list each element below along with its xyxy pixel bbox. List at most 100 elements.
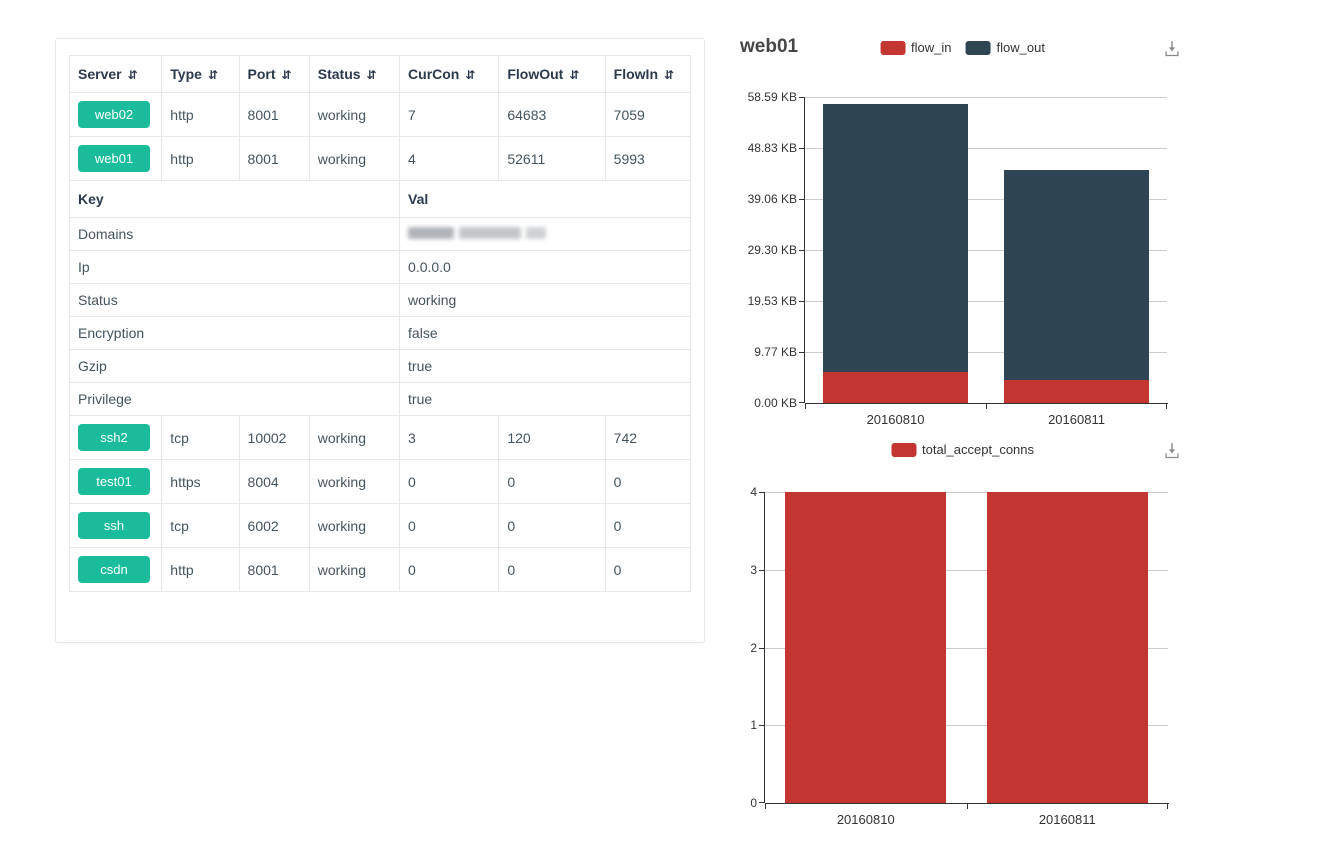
y-axis-label: 58.59 KB [747, 90, 797, 104]
y-axis-tick [799, 352, 804, 353]
sort-icon: ⇵ [366, 68, 377, 82]
y-axis-label: 4 [750, 485, 757, 499]
table-header-row: Server ⇵ Type ⇵ Port ⇵ Status ⇵ CurCon ⇵ FlowOut ⇵ F… [68, 55, 692, 93]
cell-type: tcp [161, 415, 240, 460]
column-header-label: Port [247, 66, 276, 82]
server-badge[interactable]: csdn [78, 556, 150, 583]
y-axis-label: 48.83 KB [747, 141, 797, 155]
kv-header-row: Key Val [68, 180, 691, 218]
column-header-type[interactable]: Type ⇵ [161, 55, 240, 93]
y-axis-line [804, 97, 805, 403]
gridline [765, 492, 1168, 493]
column-header-port[interactable]: Port ⇵ [238, 55, 310, 93]
x-axis-tick [966, 804, 968, 809]
y-axis-label: 29.30 KB [747, 243, 797, 257]
legend-item-flow_out[interactable]: flow_out [965, 40, 1045, 55]
y-axis-tick [799, 199, 804, 200]
cell-flowout: 120 [498, 415, 606, 460]
cell-flowout: 64683 [498, 92, 606, 137]
legend-label: flow_in [911, 40, 952, 55]
y-axis-tick [759, 647, 764, 649]
cell-type: http [161, 92, 240, 137]
legend-item-flow_in[interactable]: flow_in [880, 40, 952, 55]
x-axis-label: 20160810 [866, 412, 925, 427]
y-axis-tick [799, 301, 804, 302]
cell-status: working [308, 547, 401, 592]
cell-server: test01 [68, 459, 163, 504]
server-badge[interactable]: web01 [78, 145, 150, 172]
column-header-label: Type [170, 66, 202, 82]
server-badge[interactable]: test01 [78, 468, 150, 495]
cell-server: web01 [68, 136, 163, 181]
legend-swatch [880, 40, 906, 55]
kv-val: working [399, 283, 691, 317]
chart-legend: total_accept_conns [890, 442, 1034, 457]
sort-icon: ⇵ [281, 68, 292, 82]
download-icon[interactable] [1161, 440, 1183, 462]
y-axis-tick [799, 148, 804, 149]
masked-value [408, 227, 547, 239]
cell-port: 8001 [238, 547, 310, 592]
gridline [805, 250, 1167, 251]
y-axis-label: 39.06 KB [747, 192, 797, 206]
kv-row-domains: Domains [68, 217, 691, 251]
cell-flowin: 0 [604, 459, 692, 504]
server-badge[interactable]: web02 [78, 101, 150, 128]
cell-status: working [308, 459, 401, 504]
cell-port: 8001 [238, 136, 310, 181]
kv-header-key: Key [68, 180, 401, 218]
sort-icon: ⇵ [664, 68, 674, 82]
cell-curcon: 0 [399, 547, 500, 592]
y-axis-tick [759, 802, 764, 803]
cell-flowin: 742 [604, 415, 692, 460]
server-badge[interactable]: ssh2 [78, 424, 150, 451]
x-axis-line [765, 803, 1169, 804]
kv-key: Encryption [68, 316, 401, 350]
column-header-label: CurCon [408, 66, 460, 82]
kv-key: Privilege [68, 382, 401, 416]
column-header-label: FlowOut [507, 66, 564, 82]
column-header-label: FlowIn [613, 66, 658, 82]
gridline [805, 97, 1167, 98]
cell-curcon: 0 [399, 503, 500, 548]
server-row-web01: web01 http 8001 working 4 52611 5993 [68, 136, 692, 181]
y-axis-label: 0 [750, 796, 757, 810]
kv-key: Gzip [68, 349, 401, 383]
server-badge[interactable]: ssh [78, 512, 150, 539]
y-axis-label: 3 [750, 562, 757, 577]
cell-port: 6002 [238, 503, 310, 548]
cell-curcon: 3 [399, 415, 500, 460]
download-icon[interactable] [1161, 38, 1183, 60]
server-table-panel: Server ⇵ Type ⇵ Port ⇵ Status ⇵ CurCon ⇵ FlowOut ⇵ F… [55, 38, 705, 643]
gridline [765, 725, 1168, 727]
y-axis-tick [759, 569, 764, 571]
bar-flow_out-20160811 [1004, 170, 1149, 381]
y-axis-label: 9.77 KB [754, 345, 797, 359]
server-row-csdn: csdn http 8001 working 0 0 0 [68, 547, 692, 592]
cell-server: ssh [68, 503, 163, 548]
kv-key: Status [68, 283, 401, 317]
legend-swatch [965, 40, 991, 55]
bar-total_accept_conns-20160810 [785, 492, 947, 803]
bar-flow_out-20160810 [823, 104, 968, 373]
y-axis-tick [799, 250, 804, 251]
server-table: Server ⇵ Type ⇵ Port ⇵ Status ⇵ CurCon ⇵ FlowOut ⇵ F… [68, 55, 692, 592]
x-axis-label: 20160811 [1038, 812, 1096, 827]
y-axis-tick [759, 725, 764, 727]
column-header-curcon[interactable]: CurCon ⇵ [399, 55, 500, 93]
y-axis-tick [759, 492, 764, 493]
cell-port: 10002 [238, 415, 310, 460]
gridline [765, 647, 1168, 649]
gridline [765, 569, 1168, 571]
kv-row-privilege: Privilege true [68, 382, 691, 416]
legend-item-total_accept_conns[interactable]: total_accept_conns [890, 442, 1034, 457]
column-header-server[interactable]: Server ⇵ [68, 55, 163, 93]
kv-row-status: Status working [68, 283, 691, 317]
column-header-status[interactable]: Status ⇵ [308, 55, 401, 93]
cell-curcon: 7 [399, 92, 500, 137]
y-axis-label: 2 [750, 640, 757, 655]
column-header-flowin[interactable]: FlowIn ⇵ [604, 55, 692, 93]
column-header-flowout[interactable]: FlowOut ⇵ [498, 55, 606, 93]
cell-status: working [308, 503, 401, 548]
server-row-ssh: ssh tcp 6002 working 0 0 0 [68, 503, 692, 548]
